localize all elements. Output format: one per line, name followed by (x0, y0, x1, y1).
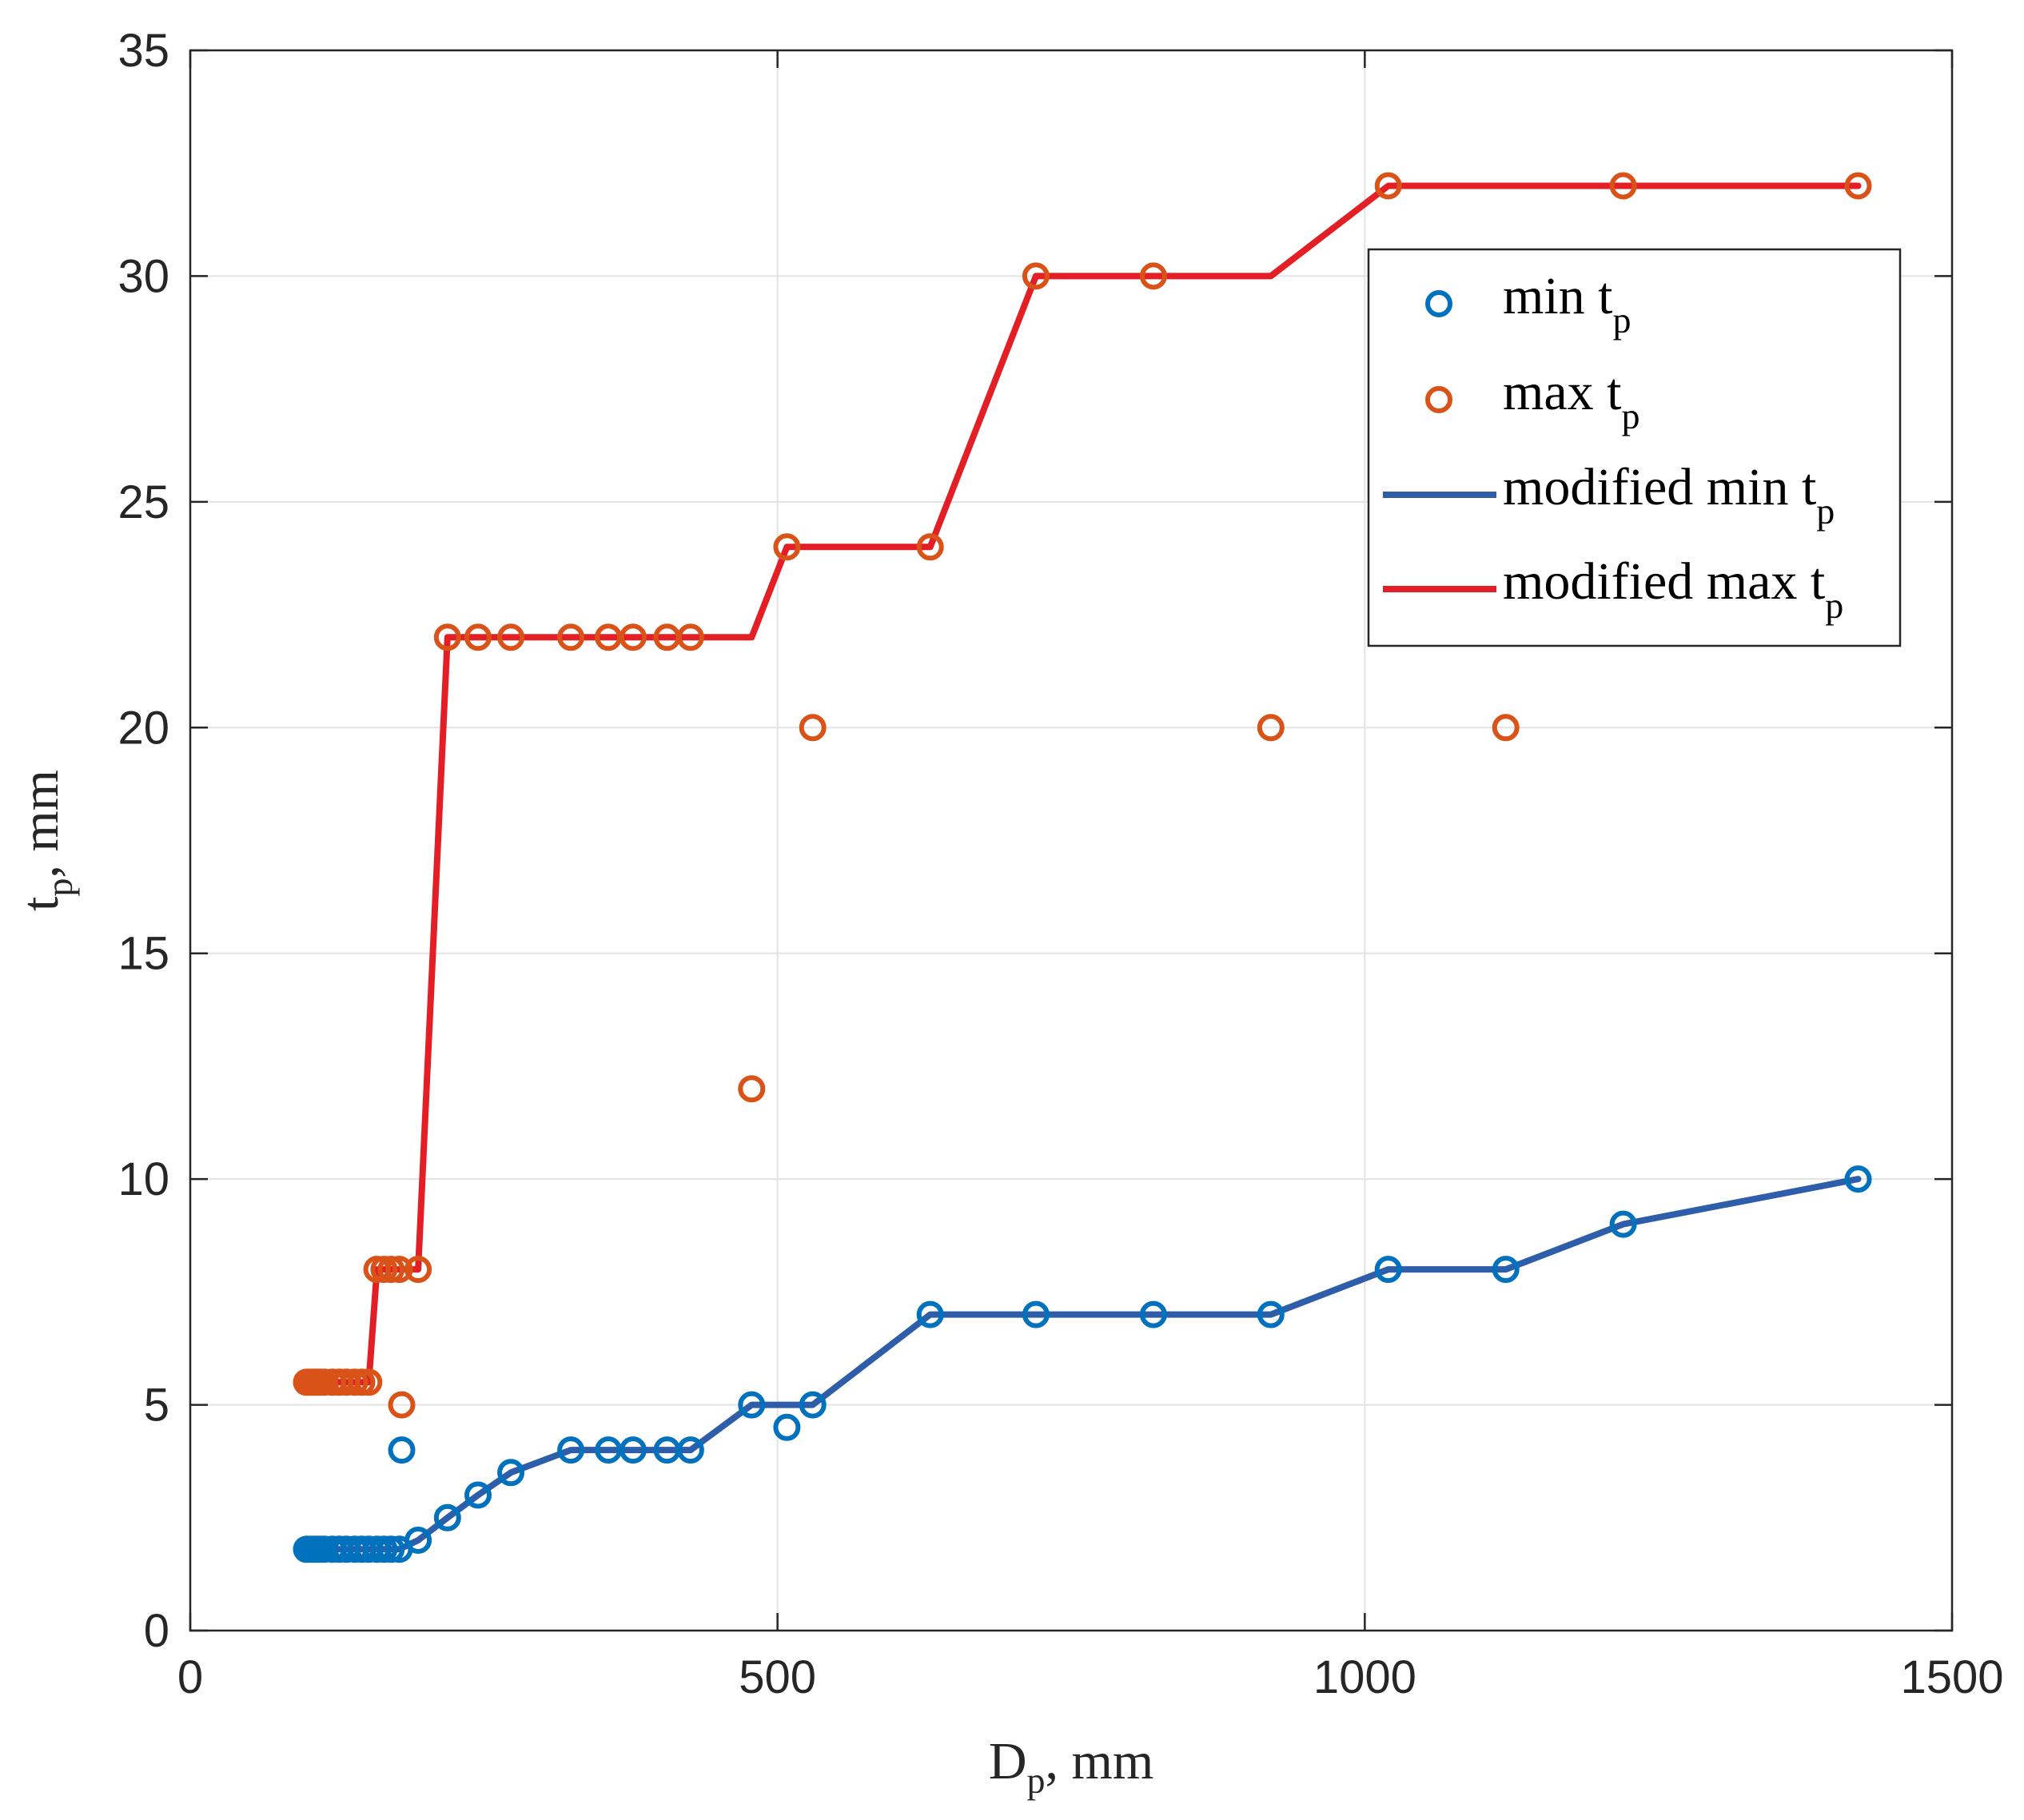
data-point-series-0 (1022, 1300, 1050, 1328)
legend: min tp max tp modified min tp modified m… (1367, 248, 1902, 647)
x-axis-label-sub: p (1026, 1760, 1045, 1801)
axes (189, 49, 1954, 1632)
data-point-series-1 (385, 1256, 413, 1284)
legend-modified-max-sub: p (1825, 585, 1843, 626)
legend-marker-max (1425, 386, 1452, 413)
data-point-series-0 (557, 1436, 585, 1464)
x-axis-label: Dp, mm (989, 1732, 1153, 1801)
data-point-series-0 (916, 1300, 944, 1328)
y-tick-label: 15 (118, 928, 169, 980)
legend-box (1367, 248, 1902, 647)
data-point-series-1 (464, 623, 492, 651)
series-markers (293, 172, 1872, 1563)
data-point-series-0 (1374, 1256, 1402, 1284)
data-point-series-1 (1609, 172, 1637, 200)
legend-entry-max: max tp (1503, 363, 1640, 436)
data-point-series-1 (773, 533, 801, 561)
x-tick-label: 1500 (1900, 1651, 2003, 1703)
y-tick-label: 0 (144, 1605, 169, 1657)
x-tick-label: 1000 (1313, 1651, 1416, 1703)
y-tick-label: 35 (118, 25, 169, 77)
series-lines (306, 182, 1862, 1553)
x-tick-label: 0 (177, 1651, 203, 1703)
data-point-series-0 (773, 1413, 801, 1441)
y-axis-label-sub: p (39, 878, 80, 897)
x-axis-label-rest: , mm (1045, 1732, 1153, 1790)
data-point-series-1 (377, 1256, 405, 1284)
data-point-series-0 (433, 1503, 461, 1531)
y-axis-label-main: t (11, 897, 70, 911)
legend-min-sub: p (1613, 300, 1632, 341)
data-point-series-0 (388, 1436, 416, 1464)
data-point-series-0 (738, 1391, 766, 1419)
y-tick-label: 5 (144, 1380, 169, 1432)
data-point-series-1 (404, 1256, 432, 1284)
legend-entry-modified-max: modified max tp (1503, 552, 1843, 626)
data-point-series-1 (676, 623, 704, 651)
data-point-series-1 (1139, 262, 1167, 290)
series-line-3 (306, 182, 1862, 1386)
legend-marker-min (1425, 290, 1452, 317)
data-point-series-1 (1257, 714, 1285, 742)
data-point-series-0 (1139, 1300, 1167, 1328)
data-point-series-0 (377, 1535, 405, 1563)
data-point-series-1 (355, 1368, 383, 1396)
data-point-series-0 (619, 1436, 647, 1464)
data-point-series-1 (557, 623, 585, 651)
legend-modified-min-sub: p (1816, 491, 1835, 532)
data-point-series-0 (1609, 1210, 1637, 1238)
data-point-series-1 (619, 623, 647, 651)
x-axis-label-main: D (989, 1732, 1027, 1790)
legend-entry-modified-min: modified min tp (1503, 458, 1835, 532)
series-line-2 (306, 1176, 1862, 1553)
data-point-series-0 (464, 1481, 492, 1509)
data-point-series-1 (1844, 172, 1872, 200)
data-point-series-0 (1257, 1300, 1285, 1328)
legend-modified-min-main: modified min t (1503, 458, 1816, 516)
data-point-series-1 (388, 1391, 416, 1419)
axes-box (189, 49, 1954, 1632)
data-point-series-0 (676, 1436, 704, 1464)
data-point-series-1 (497, 623, 525, 651)
data-point-series-1 (916, 533, 944, 561)
y-tick-label: 30 (118, 250, 169, 302)
x-tick-label: 500 (739, 1651, 816, 1703)
legend-modified-max-main: modified max t (1503, 552, 1825, 611)
data-point-series-1 (799, 714, 827, 742)
tick-labels: 0 500 1000 1500 0 5 10 15 20 25 30 35 (118, 25, 2003, 1703)
y-axis-label: tp, mm (11, 770, 80, 911)
data-point-series-0 (497, 1459, 525, 1487)
y-tick-label: 20 (118, 702, 169, 754)
data-point-series-1 (738, 1075, 766, 1103)
legend-min-main: min t (1503, 267, 1613, 325)
legend-entry-min: min tp (1503, 267, 1632, 341)
y-axis-label-rest: , mm (11, 770, 70, 878)
y-tick-label: 10 (118, 1153, 169, 1205)
data-point-series-0 (1492, 1256, 1520, 1284)
legend-max-main: max t (1503, 363, 1621, 421)
y-tick-label: 25 (118, 476, 169, 528)
data-point-series-0 (799, 1391, 827, 1419)
data-point-series-1 (1492, 714, 1520, 742)
legend-max-sub: p (1621, 396, 1640, 436)
data-point-series-1 (1022, 262, 1050, 290)
grid (190, 50, 1952, 1631)
data-point-series-0 (1844, 1165, 1872, 1193)
data-point-series-1 (1374, 172, 1402, 200)
data-point-series-1 (433, 623, 461, 651)
data-point-series-0 (404, 1527, 432, 1554)
